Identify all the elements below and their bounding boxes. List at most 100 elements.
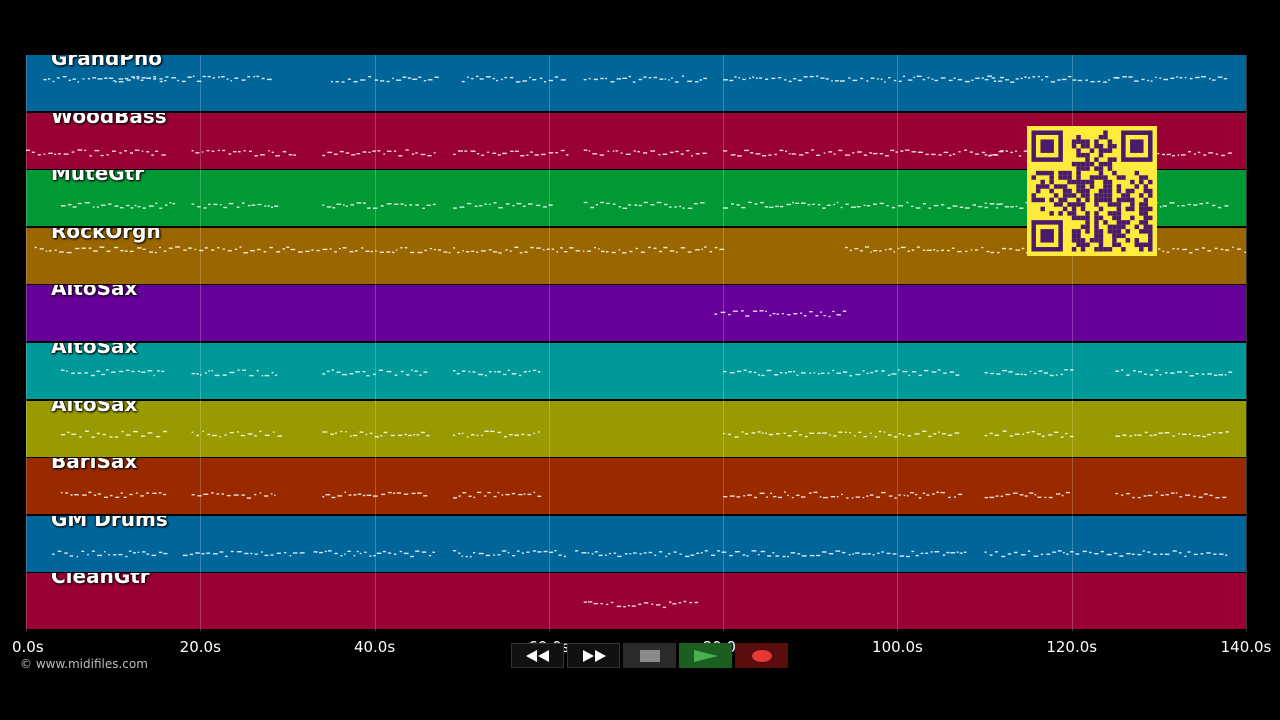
note [898,205,903,207]
note [100,154,104,156]
note [746,554,749,557]
note [1219,553,1224,555]
note [605,250,609,253]
qr-module [1076,215,1081,221]
record-button[interactable] [735,643,788,668]
note [249,150,252,152]
note [159,207,163,210]
note [834,80,839,82]
note [1072,79,1077,81]
note [752,310,758,313]
track-lane[interactable]: AltoSax [26,400,1246,457]
note [743,369,747,371]
stop-button[interactable] [623,643,676,668]
note [984,206,989,209]
note [109,435,113,438]
note [1198,496,1203,499]
note [211,249,215,251]
qr-module [1116,197,1122,203]
note [270,554,274,556]
note [432,203,436,206]
note [548,79,553,82]
note [679,553,682,555]
qr-module [1116,206,1122,212]
qr-module [1089,179,1095,185]
note [394,203,399,206]
note [925,153,929,155]
fast-forward-button[interactable] [567,643,620,668]
track-lane[interactable]: BariSax [26,458,1246,515]
note [1121,494,1124,497]
qr-module [1148,229,1153,234]
note [865,246,869,248]
note [342,373,348,376]
note [990,372,995,375]
qr-module [1071,143,1077,149]
note [951,247,955,249]
note [535,204,541,207]
note [239,246,242,248]
track-lane[interactable]: AltoSax [26,285,1246,342]
note [1184,555,1187,557]
note [254,494,257,496]
note [244,552,249,554]
qr-module [1053,193,1059,198]
note [560,149,565,151]
note [465,555,468,558]
note [826,204,831,207]
note [941,432,946,435]
note [538,371,541,373]
note [752,76,755,78]
qr-module [1062,193,1068,198]
play-button[interactable] [679,643,732,668]
note [393,149,397,152]
note [414,370,418,372]
note [1119,555,1124,557]
note [1057,549,1062,552]
note [224,433,227,436]
note [241,79,246,81]
note [729,79,734,82]
note [587,552,590,554]
rewind-button[interactable] [511,643,564,668]
track-name: RockOrgn [51,227,161,243]
note [396,79,402,81]
note [673,551,677,553]
note [787,555,789,558]
note [202,75,206,78]
note [108,553,110,556]
qr-module [1067,211,1072,216]
note [1201,76,1206,78]
track-lane[interactable]: GrandPno [26,55,1246,111]
note [1052,551,1057,553]
note [443,251,448,253]
note [582,250,585,252]
qr-module [1139,229,1144,234]
qr-module [1080,224,1086,230]
qr-module [1139,247,1144,252]
qr-module [1044,170,1050,176]
note [505,248,508,251]
qr-module [1080,202,1086,207]
note [410,251,415,253]
note [219,435,221,438]
note [809,75,814,78]
note [64,552,68,554]
note [1024,495,1028,497]
note [319,551,323,554]
note [844,431,847,433]
qr-module [1143,242,1149,248]
note [1009,434,1014,437]
note [851,206,856,209]
track-lane[interactable]: CleanGtr [26,573,1246,630]
track-lane[interactable]: AltoSax [26,343,1246,399]
track-lane[interactable]: GM Drums [26,515,1246,572]
note [142,550,146,553]
qr-module [1112,229,1117,234]
note [128,550,132,552]
note [815,75,819,77]
note [986,250,990,253]
note [1193,553,1198,555]
note [1187,203,1191,206]
grid-line [897,55,899,631]
